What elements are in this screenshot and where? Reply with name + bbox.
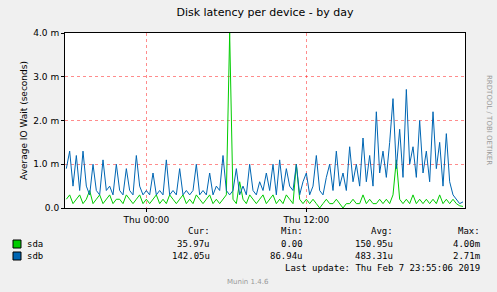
svg-text:483.31u: 483.31u [355, 251, 393, 261]
svg-text:35.97u: 35.97u [177, 239, 210, 249]
svg-text:sdb: sdb [27, 251, 43, 261]
svg-text:86.94u: 86.94u [270, 251, 303, 261]
svg-text:Disk latency per device - by d: Disk latency per device - by day [176, 6, 354, 19]
svg-text:Thu 00:00: Thu 00:00 [122, 215, 169, 225]
svg-text:Max:: Max: [458, 226, 480, 236]
svg-text:Min:: Min: [281, 226, 303, 236]
svg-text:Average IO Wait (seconds): Average IO Wait (seconds) [19, 61, 29, 180]
svg-text:Munin 1.4.6: Munin 1.4.6 [227, 278, 269, 286]
svg-text:0.00: 0.00 [281, 239, 303, 249]
svg-text:Last update: Thu Feb 7 23:55:0: Last update: Thu Feb 7 23:55:06 2019 [285, 263, 480, 273]
svg-text:4.0 m: 4.0 m [33, 28, 59, 38]
svg-text:0.0: 0.0 [45, 203, 60, 213]
svg-text:142.05u: 142.05u [172, 251, 210, 261]
svg-text:4.00m: 4.00m [453, 239, 480, 249]
svg-text:2.71m: 2.71m [453, 251, 480, 261]
svg-text:150.95u: 150.95u [355, 239, 393, 249]
svg-text:Avg:: Avg: [371, 226, 393, 236]
svg-text:Thu 12:00: Thu 12:00 [282, 215, 329, 225]
svg-text:2.0 m: 2.0 m [33, 116, 59, 126]
svg-text:Cur:: Cur: [188, 226, 210, 236]
svg-text:1.0 m: 1.0 m [33, 159, 59, 169]
svg-text:sda: sda [27, 239, 43, 249]
svg-text:3.0 m: 3.0 m [33, 72, 59, 82]
svg-text:RRDTOOL / TOBI OETIKER: RRDTOOL / TOBI OETIKER [485, 75, 493, 165]
